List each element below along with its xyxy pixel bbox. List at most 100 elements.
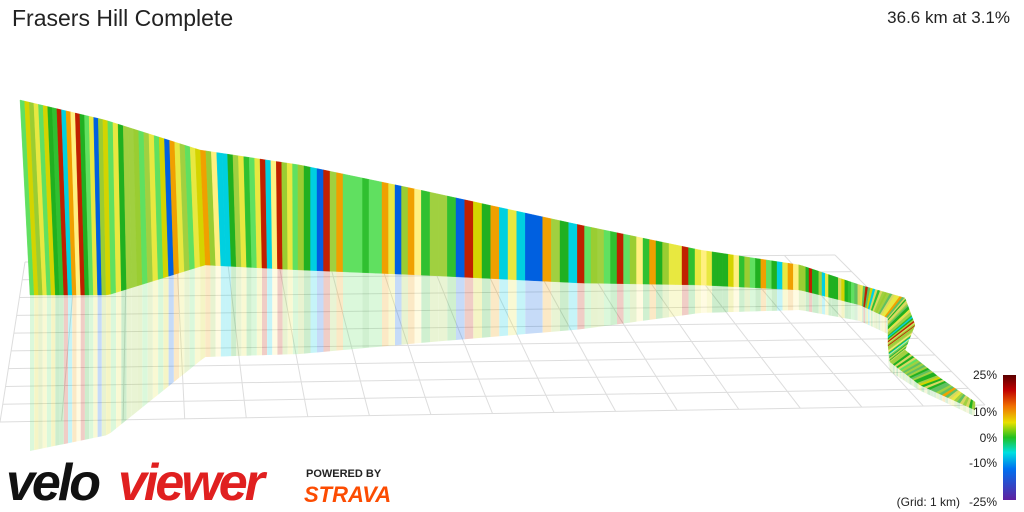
reflection-segment xyxy=(298,269,304,355)
reflection-segment xyxy=(200,265,206,361)
reflection-segment xyxy=(246,267,252,356)
ribbon-segment xyxy=(793,263,799,291)
reflection-segment xyxy=(875,312,878,329)
reflection-segment xyxy=(438,275,448,342)
logo-right: viewer xyxy=(118,454,268,512)
ribbon-segment xyxy=(616,232,624,284)
reflection-segment xyxy=(116,290,122,429)
reflection-segment xyxy=(924,386,928,395)
ribbon-segment xyxy=(694,248,702,286)
ribbon-segment xyxy=(303,165,311,271)
reflection-segment xyxy=(304,270,311,354)
reflection-segment xyxy=(93,295,98,438)
partner-logo: STRAVA xyxy=(304,482,391,507)
reflection-segment xyxy=(369,272,376,348)
ribbon-segment xyxy=(776,261,783,290)
reflection-segment xyxy=(551,281,560,332)
reflection-segment xyxy=(194,266,201,366)
reflection-segment xyxy=(733,286,740,312)
reflection-segment xyxy=(630,283,637,323)
reflection-segment xyxy=(861,305,864,323)
ribbon-segment xyxy=(610,231,618,284)
reflection-segment xyxy=(568,282,578,331)
reflection-segment xyxy=(911,378,913,386)
reflection-segment xyxy=(701,285,707,313)
reflection-segment xyxy=(401,274,408,345)
ribbon-segment xyxy=(464,199,474,278)
ribbon-segment xyxy=(414,188,422,276)
ribbon-segment xyxy=(629,235,637,285)
ribbon-segment xyxy=(407,187,415,275)
reflection-segment xyxy=(241,266,247,356)
ribbon-segment xyxy=(838,277,842,301)
ribbon-segment xyxy=(310,166,318,271)
reflection-segment xyxy=(963,404,967,413)
reflection-segment xyxy=(184,269,190,374)
ribbon-segment xyxy=(490,205,500,280)
reflection-segment xyxy=(951,399,955,407)
reflection-segment xyxy=(851,302,855,320)
grid-line xyxy=(480,257,555,413)
reflection-segment xyxy=(623,283,630,324)
reflection-segment xyxy=(336,271,343,351)
reflection-segment xyxy=(755,287,761,312)
reflection-segment xyxy=(787,289,794,311)
reflection-segment xyxy=(205,265,211,357)
reflection-segment xyxy=(921,385,925,393)
ribbon-segment xyxy=(292,163,299,271)
reflection-segment xyxy=(722,286,729,313)
reflection-segment xyxy=(262,268,268,356)
ribbon-segment xyxy=(787,262,794,290)
ribbon-segment xyxy=(281,162,288,270)
reflection-segment xyxy=(534,280,543,334)
reflection-segment xyxy=(121,289,127,425)
reflection-segment xyxy=(362,272,369,349)
reflection-segment xyxy=(881,315,884,332)
grid-line xyxy=(328,259,370,416)
ribbon-segment xyxy=(847,280,852,304)
ribbon-segment xyxy=(755,258,762,289)
reflection-segment xyxy=(220,265,226,357)
ribbon-segment xyxy=(831,275,836,300)
reflection-segment xyxy=(883,315,885,333)
reflection-segment xyxy=(591,283,598,328)
reflection-segment xyxy=(805,291,809,312)
reflection-segment xyxy=(30,295,35,451)
grid-line xyxy=(429,258,493,414)
ribbon-segment xyxy=(525,212,535,281)
ribbon-segment xyxy=(717,252,724,287)
ribbon-segment xyxy=(473,201,483,279)
reflection-segment xyxy=(158,277,164,395)
reflection-segment xyxy=(902,371,905,381)
reflection-segment xyxy=(874,311,876,329)
ribbon-segment xyxy=(394,184,402,275)
ribbon-segment xyxy=(375,180,383,274)
ribbon-segment xyxy=(744,256,751,288)
ribbon-segment xyxy=(603,229,611,284)
reflection-segment xyxy=(688,284,695,315)
reflection-segment xyxy=(815,293,819,314)
ribbon-segment xyxy=(642,237,650,285)
reflection-segment xyxy=(872,310,875,328)
reflection-segment xyxy=(884,316,887,334)
reflection-segment xyxy=(456,276,465,340)
ribbon-segment xyxy=(738,255,745,288)
ribbon-segment xyxy=(584,225,592,284)
reflection-segment xyxy=(904,373,907,382)
ribbon-segment xyxy=(316,168,324,272)
reflection-segment xyxy=(142,282,148,408)
reflection-segment xyxy=(766,288,772,312)
ribbon-segment xyxy=(559,220,569,283)
reflection-segment xyxy=(865,307,867,325)
reflection-segment xyxy=(636,283,643,322)
reflection-segment xyxy=(560,282,569,332)
reflection-segment xyxy=(828,297,832,316)
reflection-segment xyxy=(889,361,892,373)
ribbon-segment xyxy=(782,262,789,290)
reflection-segment xyxy=(695,284,702,314)
reflection-segment xyxy=(617,283,624,325)
ribbon-segment xyxy=(336,172,344,273)
grid-note: (Grid: 1 km) xyxy=(897,495,960,509)
ribbon-segment xyxy=(342,173,350,273)
reflection-segment xyxy=(106,294,111,436)
